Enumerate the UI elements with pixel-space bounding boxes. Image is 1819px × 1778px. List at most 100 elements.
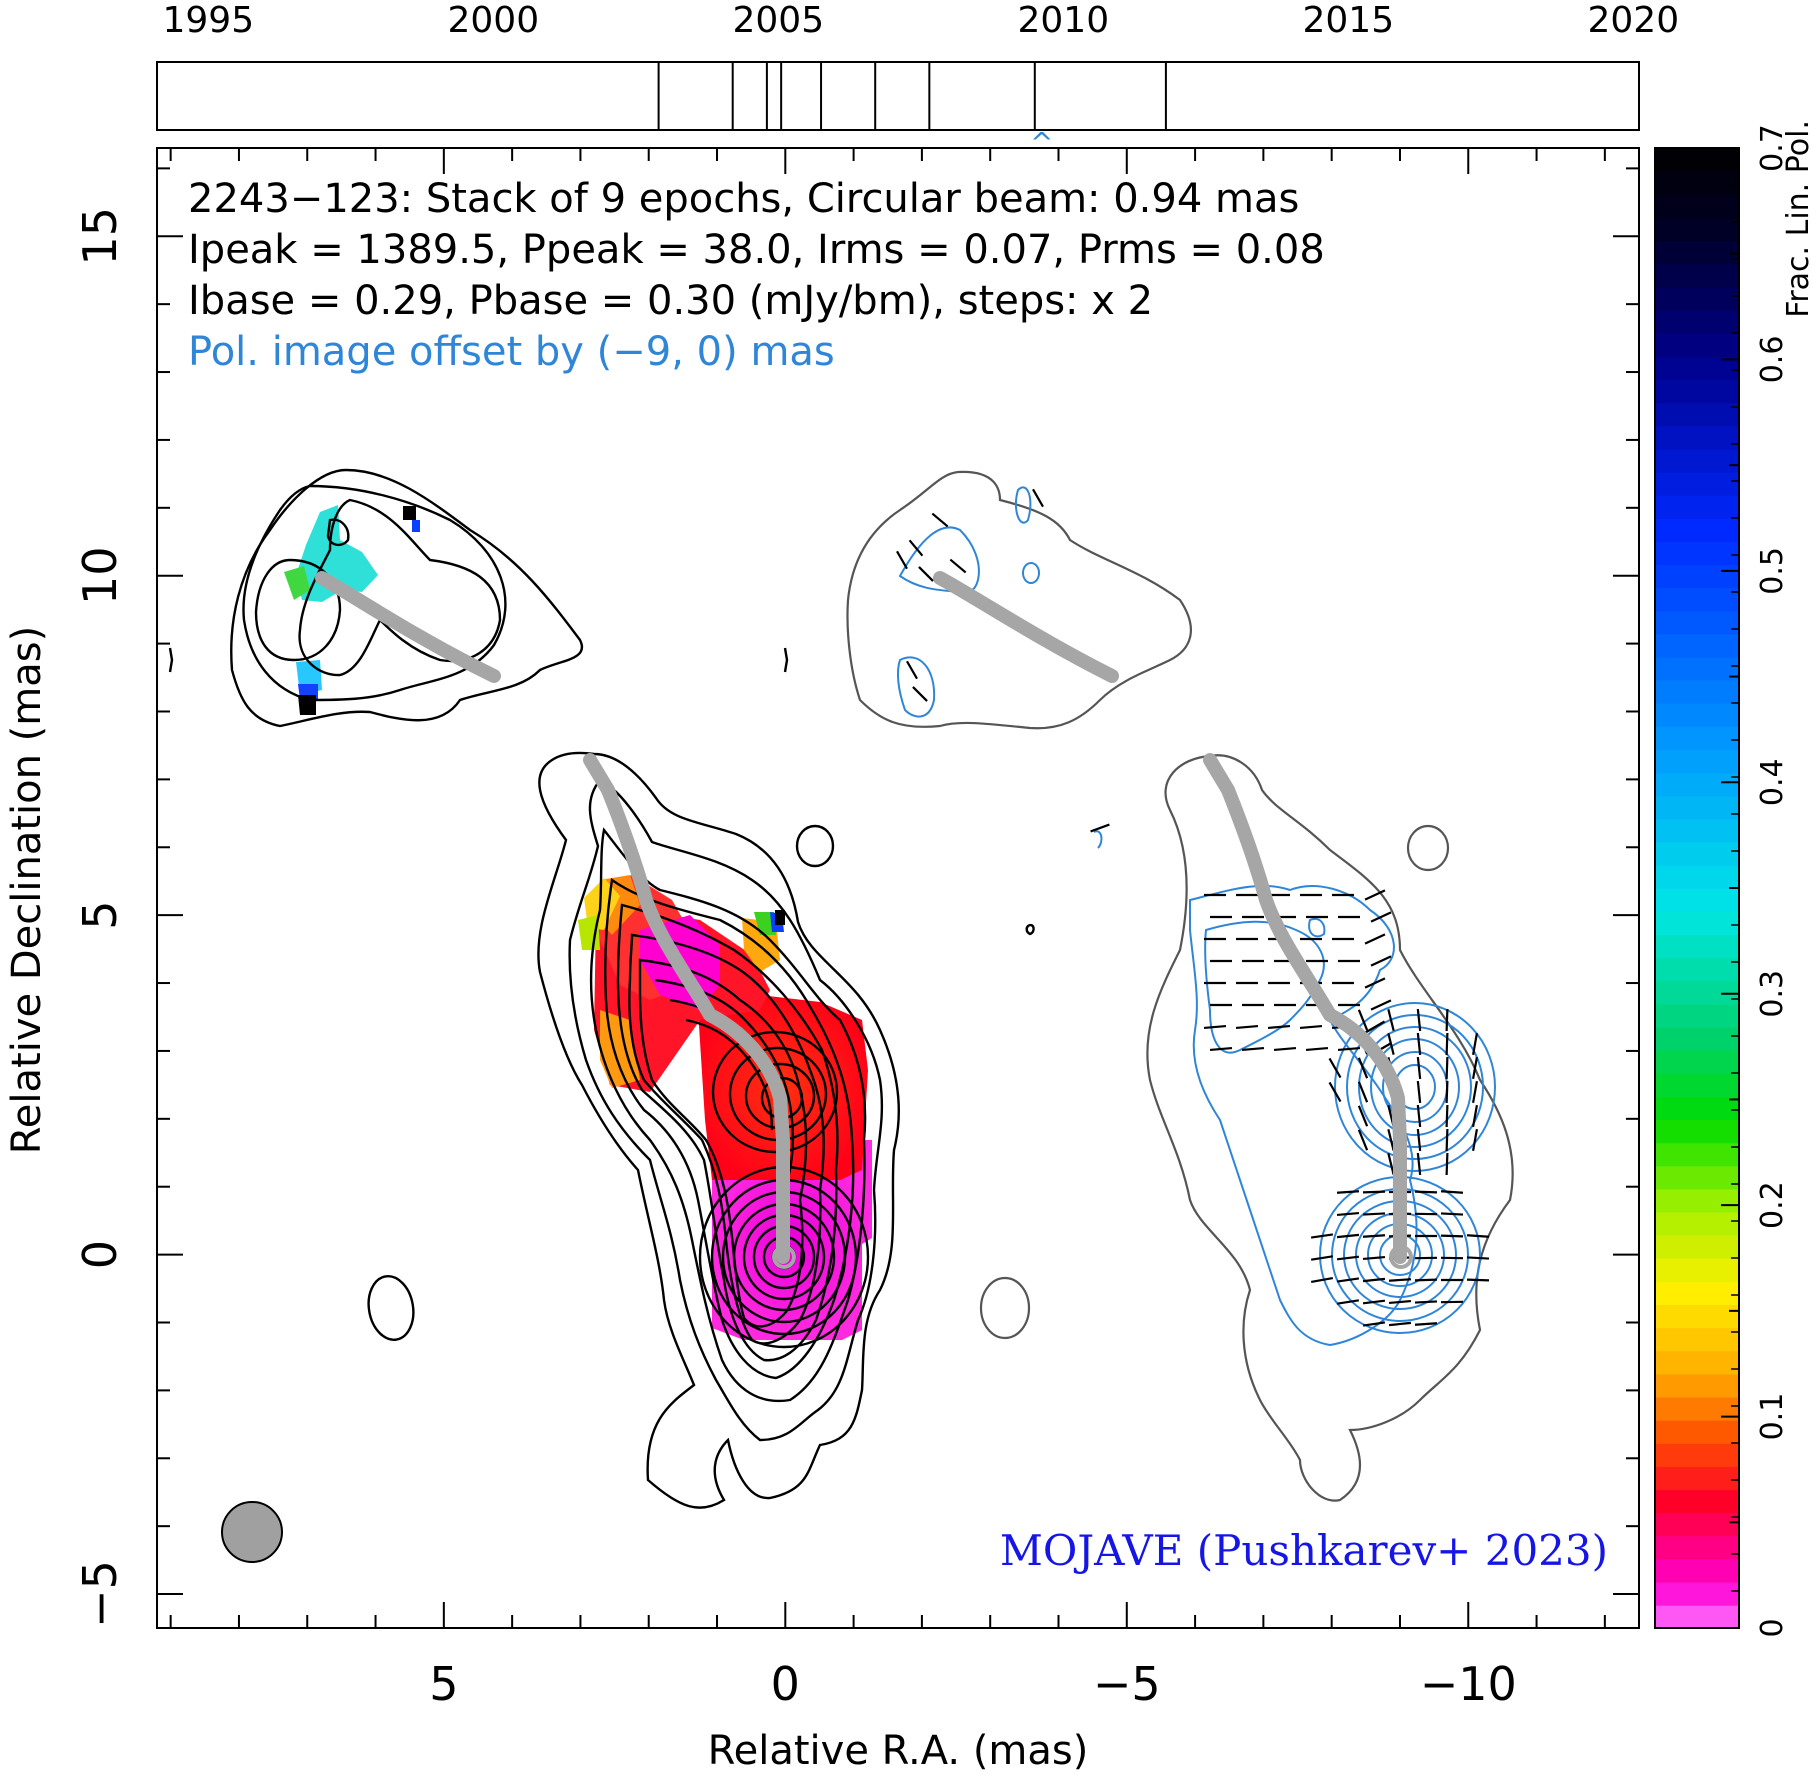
y-tick-label: −5 (73, 1560, 127, 1628)
ridgeline-knot-i (315, 571, 501, 683)
colorbar: 0 0.1 0.2 0.3 0.4 0.5 0.6 0.7 Frac. Lin. Pol. (1654, 120, 1816, 1638)
colorbar-band (1655, 286, 1739, 311)
colorbar-band (1655, 425, 1739, 450)
colorbar-band (1655, 1512, 1739, 1537)
colorbar-band (1655, 1489, 1739, 1514)
evpa-tick (1273, 1046, 1297, 1052)
colorbar-tick-label: 0.1 (1755, 1393, 1790, 1441)
evpa-tick (1445, 1128, 1449, 1152)
colorbar-tick-label: 0.4 (1755, 758, 1790, 806)
evpa-tick (1472, 1056, 1478, 1080)
evpa-tick (1336, 1233, 1360, 1239)
colorbar-band (1655, 911, 1739, 936)
evpa-tick (1466, 1278, 1490, 1282)
colorbar-band (1655, 841, 1739, 866)
colorbar-band (1655, 587, 1739, 612)
evpa-tick (1440, 1234, 1464, 1238)
colorbar-band (1655, 795, 1739, 820)
evpa-tick (1362, 1277, 1386, 1283)
colorbar-band (1655, 656, 1739, 681)
colorbar-band (1655, 1073, 1739, 1097)
evpa-tick (1362, 1234, 1386, 1238)
colorbar-band (1655, 1304, 1739, 1329)
colorbar-band (1655, 1419, 1739, 1444)
colorbar-tick-label: 0.7 (1755, 124, 1790, 172)
evpa-tick (1328, 1057, 1342, 1079)
evpa-tick (1328, 1081, 1342, 1103)
colorbar-band (1655, 772, 1739, 797)
epoch-year-label: 2000 (447, 0, 539, 41)
colorbar-band (1655, 679, 1739, 704)
colorbar-band (1655, 541, 1739, 566)
colorbar-band (1655, 263, 1739, 288)
colorbar-band (1655, 148, 1739, 172)
colorbar-band (1655, 1604, 1739, 1629)
y-tick-label: 10 (73, 546, 127, 605)
colorbar-band (1655, 1581, 1739, 1606)
colorbar-band (1655, 1327, 1739, 1352)
evpa-tick (1414, 1300, 1438, 1304)
evpa-tick (1336, 1190, 1360, 1194)
colorbar-band (1655, 1026, 1739, 1051)
colorbar-band (1655, 749, 1739, 774)
colorbar-band (1655, 494, 1739, 519)
epoch-year-ticks: 1995 2000 2005 2010 2015 2020 (162, 0, 1679, 41)
ridgeline-pol (1203, 753, 1407, 1264)
evpa-tick (1416, 1056, 1422, 1080)
colorbar-band (1655, 1188, 1739, 1213)
evpa-tick (1387, 1153, 1395, 1175)
axis-ticks (157, 148, 1639, 1628)
x-tick-label: −10 (1420, 1657, 1517, 1711)
colorbar-band (1655, 1373, 1739, 1398)
colorbar-band (1655, 1049, 1739, 1074)
evpa-tick (1337, 1046, 1361, 1052)
evpa-tick (1414, 1278, 1438, 1282)
evpa-tick (1235, 1024, 1259, 1030)
hat-mark: ^ (1030, 126, 1053, 159)
colorbar-band (1655, 633, 1739, 658)
colorbar-gradient (1655, 148, 1739, 1629)
colorbar-band (1655, 980, 1739, 1005)
evpa-tick (1370, 911, 1392, 923)
evpa-tick (1362, 1212, 1386, 1216)
evpa-tick (1364, 933, 1386, 945)
beam-ellipse (221, 1501, 283, 1563)
colorbar-band (1655, 333, 1739, 357)
evpa-tick (1416, 1080, 1422, 1104)
evpa-tick (1440, 1212, 1464, 1216)
evpa-tick (1362, 1321, 1386, 1327)
colorbar-band (1655, 957, 1739, 982)
y-tick-label: 5 (73, 901, 127, 930)
info-line-2: Ipeak = 1389.5, Ppeak = 38.0, Irms = 0.0… (188, 227, 1325, 273)
evpa-tick (1364, 977, 1386, 989)
colorbar-band (1655, 1142, 1739, 1167)
colorbar-band (1655, 818, 1739, 843)
colorbar-band (1655, 1558, 1739, 1583)
evpa-tick (1310, 1277, 1334, 1283)
epoch-year-label: 2010 (1017, 0, 1109, 41)
colorbar-band (1655, 1350, 1739, 1375)
evpa-tick (1416, 1152, 1422, 1176)
x-axis-title: Relative R.A. (mas) (708, 1728, 1089, 1774)
evpa-tick (1357, 1057, 1369, 1079)
colorbar-tick-label: 0.2 (1755, 1181, 1790, 1229)
evpa-tick (908, 539, 924, 557)
colorbar-band (1655, 1466, 1739, 1491)
epoch-year-label: 2015 (1302, 0, 1394, 41)
evpa-tick (1364, 1020, 1386, 1034)
colorbar-band (1655, 1165, 1739, 1190)
colorbar-label: Frac. Lin. Pol. (1781, 120, 1816, 318)
evpa-tick (1310, 1233, 1334, 1239)
colorbar-band (1655, 1281, 1739, 1306)
epoch-marks (657, 62, 1167, 130)
evpa-tick (1414, 1322, 1438, 1326)
evpa-tick (1416, 1128, 1422, 1152)
evpa-tick (1336, 1299, 1360, 1305)
y-tick-labels: −5 0 5 10 15 (73, 207, 127, 1628)
evpa-tick (1364, 889, 1386, 901)
evpa-tick (1357, 1081, 1369, 1103)
evpa-tick (1445, 1080, 1449, 1104)
evpa-tick (1357, 1129, 1369, 1151)
evpa-tick (1032, 488, 1044, 508)
